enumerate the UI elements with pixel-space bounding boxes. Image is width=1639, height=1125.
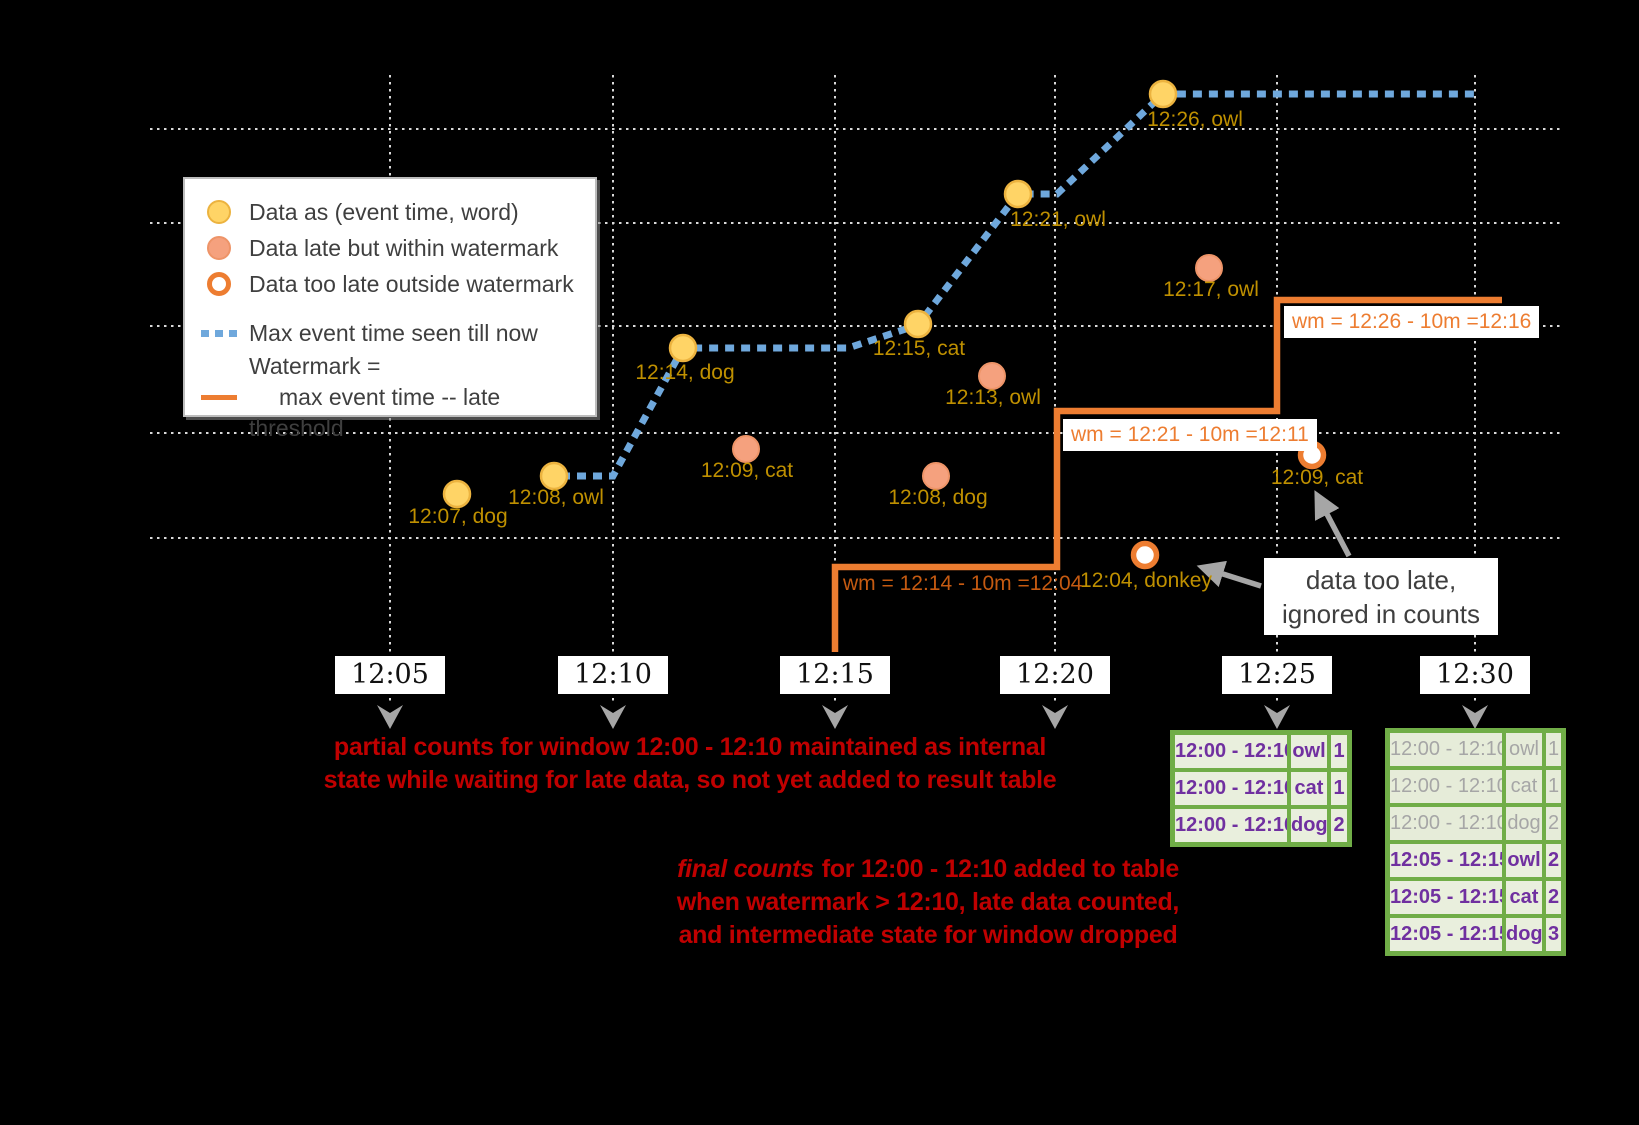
max-event-time-line — [545, 90, 1475, 480]
tick-arrow-icon — [600, 705, 626, 729]
data-point-late — [732, 435, 760, 463]
data-point-late — [922, 462, 950, 490]
callout-arrow-icon — [1314, 490, 1352, 558]
data-point-on-time — [539, 461, 569, 491]
tick-arrow-icon — [1264, 705, 1290, 729]
data-point-too-late — [1297, 440, 1327, 470]
data-point-late — [978, 362, 1006, 390]
tick-arrow-icon — [822, 705, 848, 729]
data-point-on-time — [1148, 79, 1178, 109]
data-point-on-time — [442, 479, 472, 509]
tick-arrow-icon — [1462, 705, 1488, 729]
data-point-on-time — [903, 309, 933, 339]
tick-arrow-icon — [1042, 705, 1068, 729]
data-point-on-time — [668, 333, 698, 363]
watermark-line — [831, 296, 1502, 652]
data-point-late — [1195, 254, 1223, 282]
data-point-too-late — [1130, 540, 1160, 570]
data-point-on-time — [1003, 179, 1033, 209]
tick-arrow-icon — [377, 705, 403, 729]
callout-arrow-icon — [1196, 560, 1262, 589]
